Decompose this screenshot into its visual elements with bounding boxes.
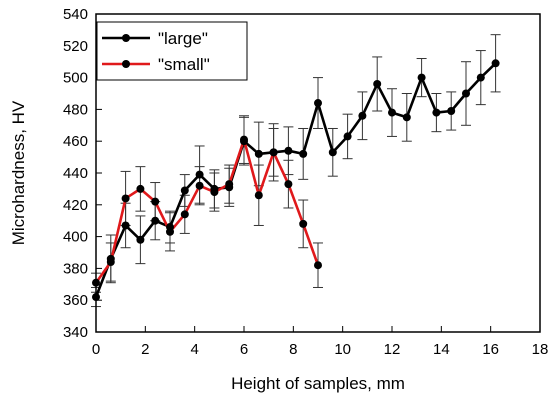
legend: "large" "small"	[96, 21, 248, 81]
point-large-13	[284, 146, 293, 155]
y-tick-label-5: 440	[63, 165, 88, 182]
point-small-9	[225, 180, 234, 189]
point-small-8	[210, 188, 219, 197]
y-tick-label-0: 340	[63, 324, 88, 341]
x-tick-label-6: 12	[384, 341, 401, 358]
legend-box	[96, 21, 248, 81]
point-large-24	[447, 106, 456, 115]
point-large-15	[314, 99, 322, 108]
point-small-2	[121, 194, 130, 203]
point-large-7	[195, 170, 204, 179]
point-large-14	[299, 149, 308, 158]
point-small-11	[254, 191, 263, 200]
point-large-2	[121, 221, 130, 230]
point-large-3	[136, 235, 145, 244]
point-small-15	[314, 261, 322, 270]
x-tick-label-7: 14	[433, 341, 450, 358]
point-large-20	[388, 108, 396, 117]
point-small-6	[180, 210, 189, 219]
point-large-19	[373, 79, 382, 88]
point-large-23	[432, 108, 441, 117]
y-tick-labels: 340 360 380 400 420 440 460 480 500 520 540	[63, 6, 88, 341]
point-large-6	[180, 186, 189, 195]
series-line-large	[94, 62, 497, 298]
point-small-4	[151, 197, 160, 206]
legend-marker-large	[122, 34, 130, 42]
x-tick-label-4: 8	[289, 341, 297, 358]
y-tick-label-8: 500	[63, 70, 88, 87]
point-small-5	[166, 227, 174, 236]
x-tick-label-8: 16	[482, 341, 499, 358]
y-tick-label-7: 480	[63, 101, 88, 118]
series-line-small	[94, 138, 320, 284]
y-tick-label-4: 420	[63, 197, 88, 214]
y-tick-label-6: 460	[63, 133, 88, 150]
point-small-1	[106, 258, 115, 267]
x-tick-label-2: 4	[190, 341, 198, 358]
legend-label-large: "large"	[158, 29, 208, 48]
point-large-17	[343, 132, 352, 141]
point-small-14	[299, 219, 308, 228]
point-large-21	[402, 113, 411, 122]
point-small-13	[284, 180, 293, 189]
y-tick-label-3: 400	[63, 229, 88, 246]
y-tick-label-2: 380	[63, 260, 88, 277]
y-tick-label-9: 520	[63, 38, 88, 55]
y-tick-label-10: 540	[63, 6, 88, 23]
point-large-27	[491, 59, 500, 68]
point-large-25	[462, 89, 470, 98]
point-small-3	[136, 184, 145, 193]
x-tick-label-0: 0	[92, 341, 100, 358]
series-points	[92, 59, 500, 302]
x-tick-label-3: 6	[240, 341, 248, 358]
point-large-4	[151, 216, 160, 225]
series-lines	[94, 62, 497, 298]
point-large-16	[328, 148, 337, 157]
x-axis-title: Height of samples, mm	[231, 374, 405, 393]
x-tick-label-5: 10	[334, 341, 351, 358]
point-small-12	[269, 148, 278, 157]
point-small-10	[240, 135, 248, 144]
point-large-22	[417, 73, 426, 82]
x-tick-label-9: 18	[532, 341, 549, 358]
axis-ticks	[95, 13, 541, 333]
point-large-11	[254, 149, 263, 158]
y-tick-label-1: 360	[63, 292, 88, 309]
point-large-18	[358, 111, 367, 120]
legend-label-small: "small"	[158, 55, 210, 74]
legend-marker-small	[122, 60, 130, 68]
x-tick-label-1: 2	[141, 341, 149, 358]
point-small-7	[195, 181, 204, 190]
y-axis-title: Microhardness, HV	[9, 100, 28, 245]
point-large-26	[476, 73, 485, 82]
x-tick-labels: 0 2 4 6 8 10 12 14 16 18	[92, 341, 549, 358]
